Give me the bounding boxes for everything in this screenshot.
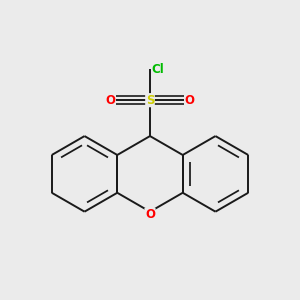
Text: S: S (146, 94, 154, 107)
Text: O: O (105, 94, 115, 107)
Text: O: O (145, 208, 155, 221)
Text: Cl: Cl (152, 63, 164, 76)
Text: O: O (185, 94, 195, 107)
